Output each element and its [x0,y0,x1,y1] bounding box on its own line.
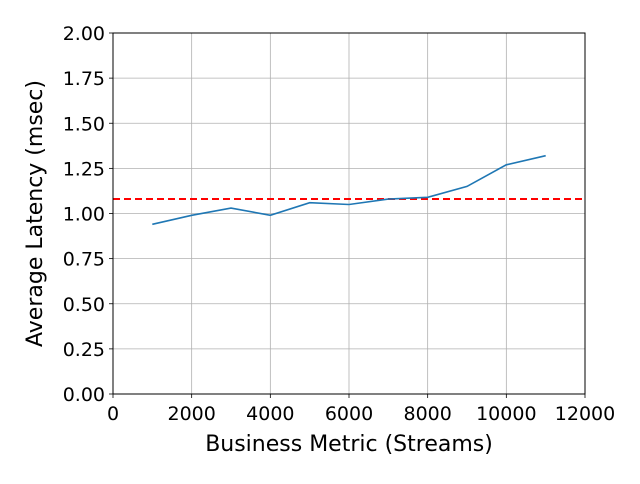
axis-ticks: 0 2000 4000 6000 8000 10000 12000 0.00 0.25 0.50 0… [63,23,616,425]
y-tick-label: 1.00 [63,204,105,226]
y-tick-label: 1.50 [63,113,105,135]
x-tick-label: 12000 [555,403,615,425]
x-tick-label: 10000 [476,403,536,425]
x-axis-label: Business Metric (Streams) [205,432,493,457]
y-tick-label: 0.50 [63,294,105,316]
y-tick-label: 0.75 [63,249,105,271]
x-tick-label: 6000 [325,403,373,425]
grid [112,32,586,395]
plot-area [113,154,585,226]
series-line [152,154,546,226]
y-tick-label: 0.25 [63,339,105,361]
y-tick-label: 1.75 [63,68,105,90]
y-axis-label: Average Latency (msec) [23,80,48,347]
y-tick-label: 1.25 [63,158,105,180]
x-tick-label: 8000 [403,403,451,425]
y-tick-label: 0.00 [63,384,105,406]
x-tick-label: 2000 [167,403,215,425]
y-tick-label: 2.00 [63,23,105,45]
x-tick-label: 0 [107,403,119,425]
x-tick-label: 4000 [246,403,294,425]
